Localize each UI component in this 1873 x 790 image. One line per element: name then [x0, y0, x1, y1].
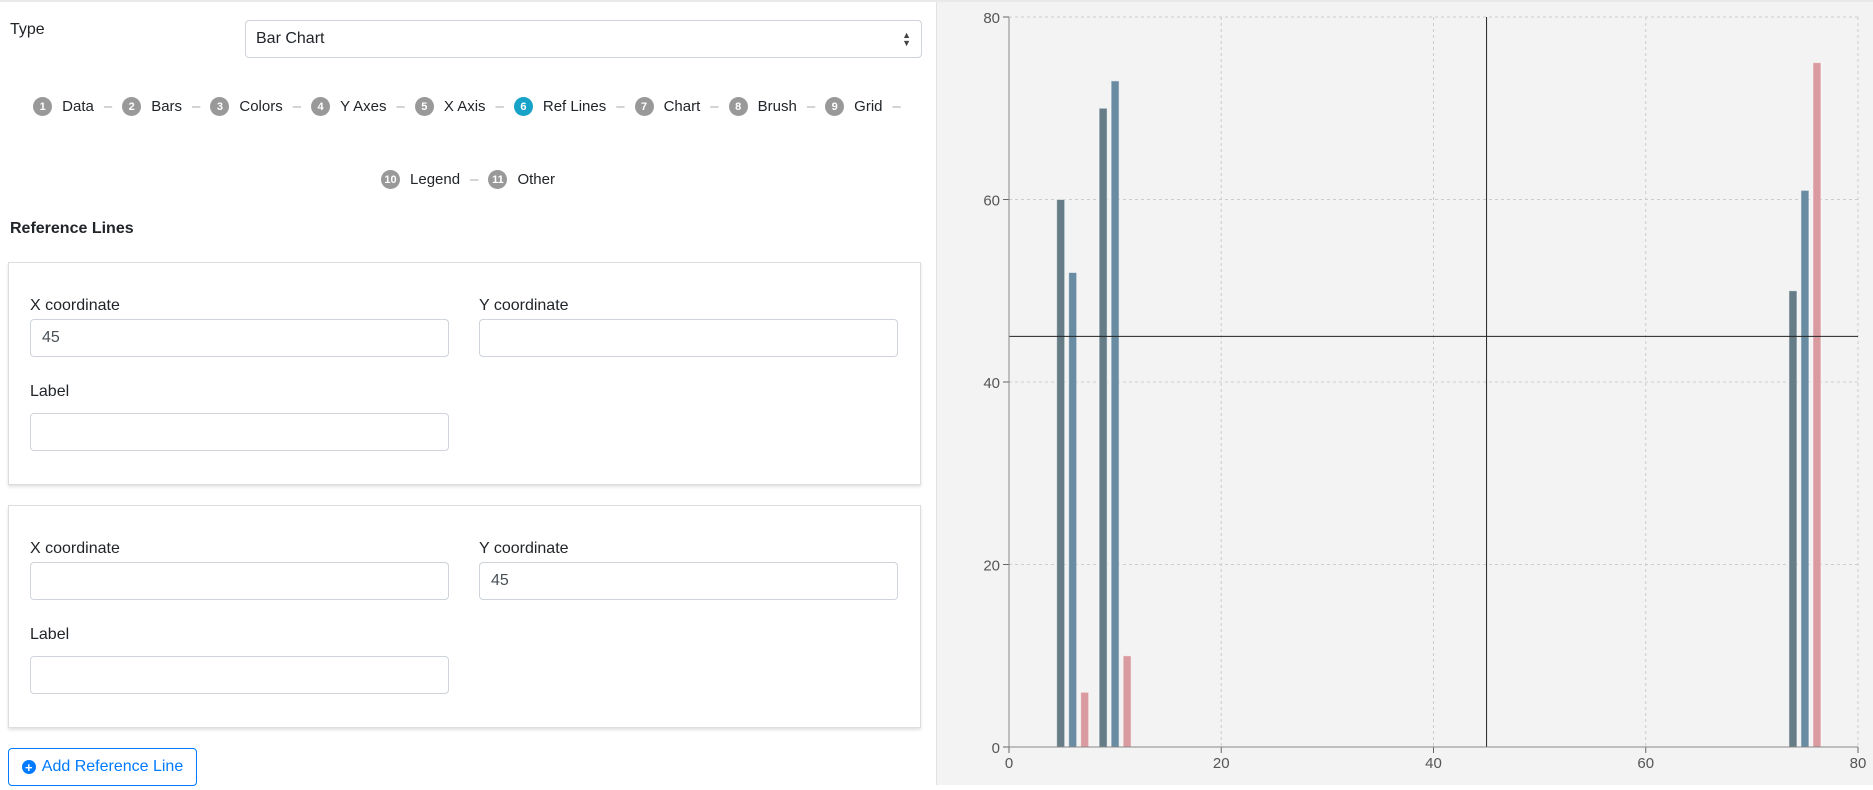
x-coordinate-input[interactable]: [30, 562, 449, 600]
step-chart[interactable]: 7 Chart: [634, 97, 701, 116]
chart-panel: 0 20 40 60 80 0 20 40 60 80: [936, 2, 1873, 785]
step-colors[interactable]: 3 Colors: [210, 97, 283, 116]
step-number: 2: [122, 97, 142, 116]
step-number: 1: [33, 97, 53, 116]
bar: [1056, 199, 1066, 748]
bar: [1080, 691, 1090, 748]
step-label: Bars: [151, 98, 183, 115]
x-coordinate-label: X coordinate: [30, 540, 120, 557]
x-coordinate-value: 45: [42, 329, 60, 346]
bar: [1788, 290, 1798, 748]
step-label: Y Axes: [340, 98, 387, 115]
step-other[interactable]: 11 Other: [488, 170, 555, 189]
step-label: X Axis: [443, 98, 486, 115]
x-tick-label: 20: [1213, 755, 1230, 772]
y-coordinate-label: Y coordinate: [479, 540, 569, 557]
step-grid[interactable]: 9 Grid: [825, 97, 883, 116]
step-number: 11: [488, 170, 508, 189]
bar: [1800, 189, 1810, 748]
config-panel: Type Bar Chart ▲ ▼ 1 Data –2 Bars –3 Colors –4 Y…: [0, 2, 936, 786]
step-brush[interactable]: 8 Brush: [728, 97, 797, 116]
step-data[interactable]: 1 Data: [33, 97, 94, 116]
step-label: Brush: [757, 98, 797, 115]
bar: [1812, 62, 1822, 748]
x-tick-label: 60: [1637, 755, 1654, 772]
step-number: 4: [311, 97, 331, 116]
step-number: 7: [634, 97, 654, 116]
label-label: Label: [30, 383, 70, 400]
step-number: 6: [513, 97, 533, 116]
label-label: Label: [30, 626, 70, 643]
step-separator: –: [103, 98, 113, 115]
step-label: Data: [62, 98, 94, 115]
step-label: Legend: [410, 171, 461, 188]
step-label: Other: [517, 171, 555, 188]
step-separator: –: [396, 98, 405, 115]
y-tick-label: 60: [983, 193, 1000, 210]
reference-line-card: X coordinate Y coordinate 45 Label: [8, 505, 921, 728]
bar: [1098, 107, 1108, 748]
step-separator: –: [710, 98, 719, 115]
stepper-row-1: 1 Data –2 Bars –3 Colors –4 Y Axes –5 X Axis –6 Ref…: [0, 97, 936, 116]
step-number: 3: [210, 97, 230, 116]
x-tick-label: 80: [1850, 755, 1867, 772]
x-coordinate-input[interactable]: 45: [30, 319, 449, 357]
y-tick-label: 40: [983, 375, 1000, 392]
y-tick-label: 80: [983, 10, 1000, 27]
y-coordinate-input[interactable]: 45: [479, 562, 898, 600]
x-coordinate-label: X coordinate: [30, 297, 120, 314]
step-separator: –: [892, 98, 901, 115]
section-title: Reference Lines: [10, 220, 134, 237]
step-separator: –: [192, 98, 201, 115]
y-coordinate-input[interactable]: [479, 319, 898, 357]
step-y-axes[interactable]: 4 Y Axes: [311, 97, 387, 116]
step-separator: –: [806, 98, 816, 115]
step-legend[interactable]: 10 Legend: [381, 170, 460, 189]
bar: [1068, 272, 1078, 748]
y-tick-label: 0: [992, 740, 1000, 757]
y-tick-label: 20: [983, 558, 1000, 575]
step-number: 9: [825, 97, 845, 116]
bar: [1110, 80, 1120, 748]
label-input[interactable]: [30, 413, 449, 451]
step-x-axis[interactable]: 5 X Axis: [414, 97, 486, 116]
select-arrows-icon: ▲ ▼: [902, 30, 911, 48]
reference-line-card: X coordinate 45 Y coordinate Label: [8, 262, 921, 485]
x-tick-label: 0: [1005, 755, 1013, 772]
chart-type-select[interactable]: Bar Chart ▲ ▼: [245, 20, 922, 58]
step-separator: –: [495, 98, 504, 115]
step-bars[interactable]: 2 Bars: [122, 97, 182, 116]
bar-chart: 0 20 40 60 80 0 20 40 60 80: [983, 10, 1867, 772]
label-input[interactable]: [30, 656, 449, 694]
y-coordinate-value: 45: [491, 572, 509, 589]
add-button-label: Add Reference Line: [41, 758, 184, 775]
x-tick-label: 40: [1425, 755, 1442, 772]
type-label: Type: [10, 21, 45, 38]
step-number: 8: [728, 97, 748, 116]
step-separator: –: [470, 171, 479, 188]
step-separator: –: [292, 98, 302, 115]
step-number: 5: [414, 97, 434, 116]
step-label: Grid: [854, 98, 883, 115]
bar: [1122, 655, 1132, 748]
step-ref-lines[interactable]: 6 Ref Lines: [513, 97, 607, 116]
y-coordinate-label: Y coordinate: [479, 297, 569, 314]
step-label: Chart: [663, 98, 701, 115]
step-label: Colors: [239, 98, 283, 115]
step-separator: –: [616, 98, 625, 115]
top-border: [0, 0, 1873, 2]
plus-circle-icon: +: [21, 760, 36, 774]
step-label: Ref Lines: [542, 98, 607, 115]
stepper-row-2: 10 Legend –11 Other: [0, 170, 936, 189]
chart-type-value: Bar Chart: [256, 30, 325, 47]
add-reference-line-button[interactable]: + Add Reference Line: [8, 748, 197, 786]
step-number: 10: [381, 170, 401, 189]
